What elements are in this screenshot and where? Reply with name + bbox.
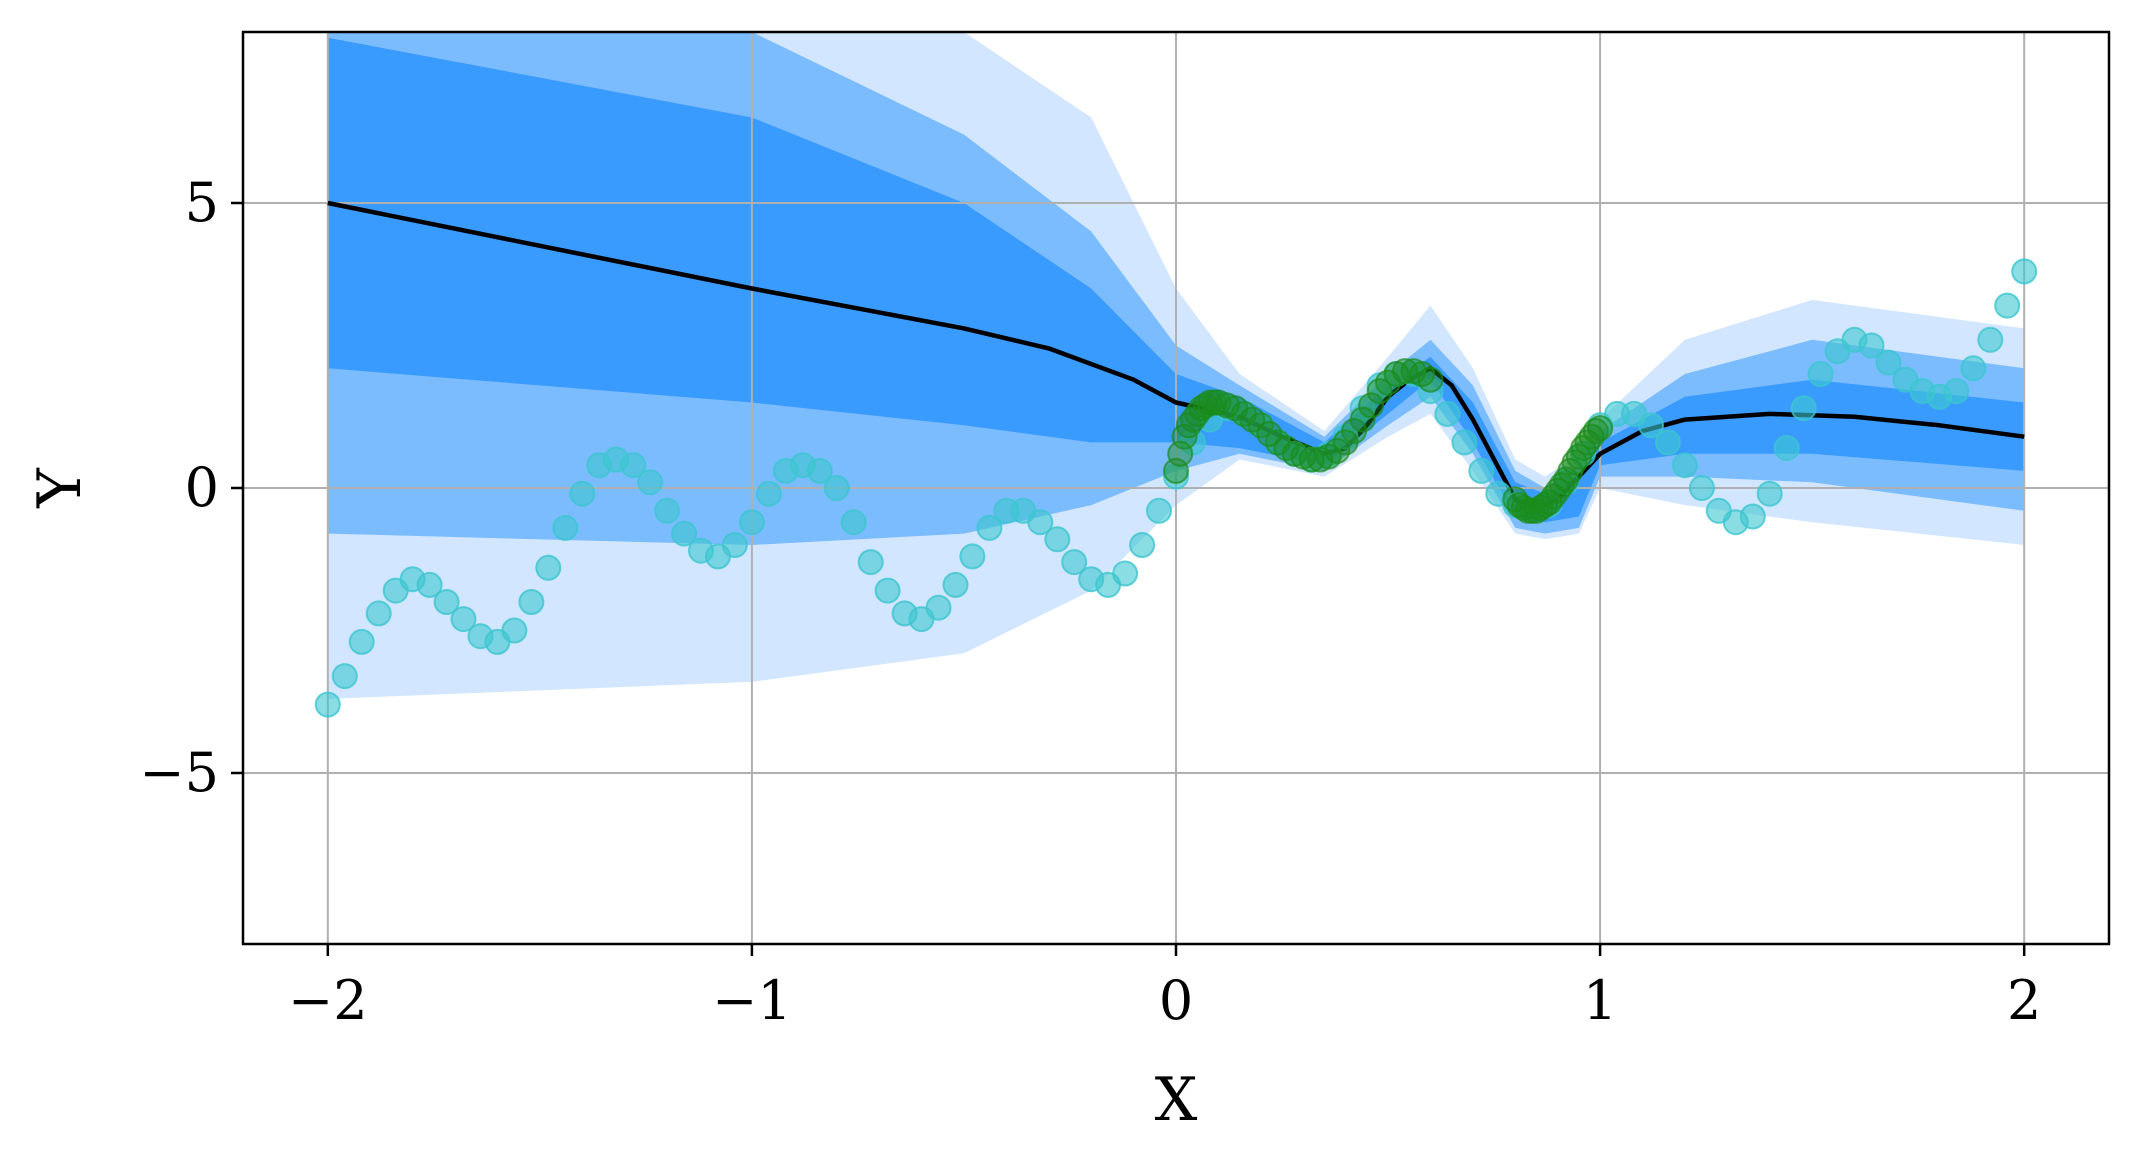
true-point — [1807, 361, 1834, 387]
y-tick-label: 0 — [185, 456, 219, 519]
true-point — [501, 617, 528, 644]
true-point — [738, 509, 765, 536]
true-point — [654, 497, 681, 524]
true-point — [874, 577, 901, 604]
x-tick-label: 0 — [1159, 969, 1193, 1032]
true-point — [1790, 395, 1817, 422]
true-point — [314, 691, 341, 718]
true-point — [518, 589, 545, 615]
true-point — [1943, 378, 1970, 405]
true-point — [806, 457, 833, 484]
true-point — [942, 571, 969, 598]
true-point — [416, 571, 443, 598]
true-point — [433, 589, 460, 615]
true-point — [1875, 349, 1902, 376]
training-point — [1417, 366, 1444, 393]
true-point — [365, 600, 392, 627]
true-point — [1027, 509, 1054, 536]
true-point — [823, 475, 850, 501]
training-point — [1587, 415, 1614, 442]
true-point — [1146, 497, 1172, 524]
true-point — [840, 509, 867, 536]
y-tick-label: 5 — [185, 171, 219, 234]
y-tick-label: −5 — [139, 741, 219, 804]
true-point — [1960, 355, 1987, 382]
true-point — [1129, 532, 1156, 558]
x-axis-label: X — [1155, 1065, 1198, 1135]
true-point — [671, 520, 698, 547]
true-point — [1451, 429, 1478, 456]
true-point — [620, 452, 647, 479]
true-point — [1468, 457, 1495, 484]
x-tick-label: 1 — [1583, 969, 1617, 1032]
true-point — [1756, 480, 1783, 507]
true-point — [1858, 332, 1885, 359]
true-point — [721, 532, 748, 558]
true-point — [1044, 526, 1071, 553]
true-point — [2011, 258, 2038, 285]
training-point — [1582, 418, 1609, 444]
training-point — [1349, 406, 1376, 433]
true-point — [1654, 429, 1681, 456]
true-point — [959, 543, 986, 570]
true-point — [1994, 292, 2021, 319]
true-point — [450, 606, 477, 633]
true-point — [637, 469, 664, 496]
true-point — [1638, 412, 1664, 439]
x-tick-label: −1 — [712, 969, 792, 1032]
true-point — [535, 554, 562, 581]
true-point — [569, 480, 596, 507]
true-point — [552, 514, 579, 541]
true-point — [857, 549, 884, 576]
x-axis-ticks: −2 −1 0 1 2 — [288, 944, 2041, 1032]
true-point — [1112, 560, 1139, 587]
true-point — [348, 628, 375, 655]
training-points — [1163, 358, 1614, 524]
y-axis-ticks: −5 0 5 — [139, 171, 243, 804]
true-point — [1061, 549, 1088, 576]
true-point — [1977, 326, 2004, 353]
true-point — [925, 594, 952, 621]
x-tick-label: −2 — [288, 969, 368, 1032]
x-tick-label: 2 — [2007, 969, 2041, 1032]
training-point — [1358, 392, 1385, 419]
true-point — [1773, 435, 1800, 462]
true-point — [1739, 503, 1766, 530]
true-point — [1434, 400, 1461, 427]
true-point — [755, 480, 782, 507]
true-point — [1671, 452, 1698, 479]
true-point — [331, 663, 358, 690]
true-point — [1688, 475, 1715, 501]
y-axis-label: Y — [25, 467, 95, 509]
true-point — [976, 514, 1003, 541]
